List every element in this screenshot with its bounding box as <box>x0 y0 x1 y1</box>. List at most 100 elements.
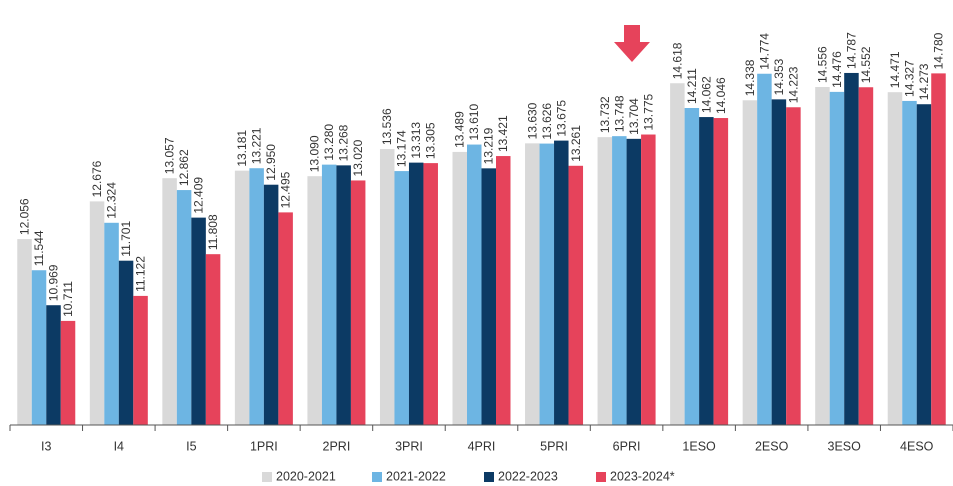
bar <box>249 168 264 425</box>
bar <box>104 222 119 425</box>
bar <box>612 136 627 425</box>
bar <box>350 180 366 425</box>
bar <box>713 118 729 425</box>
bar <box>46 305 61 425</box>
x-tick-label: 2PRI <box>323 439 351 453</box>
value-label: 13.305 <box>424 122 438 159</box>
bar <box>626 138 642 425</box>
value-label: 12.495 <box>279 171 293 208</box>
bar <box>321 164 337 425</box>
value-label: 13.732 <box>598 96 612 133</box>
bar <box>670 83 685 425</box>
bar <box>423 163 438 426</box>
x-tick-label: 4PRI <box>468 439 496 453</box>
bar <box>17 239 32 425</box>
value-label: 14.787 <box>844 32 858 69</box>
value-label: 10.711 <box>61 281 75 317</box>
value-label: 13.174 <box>395 130 409 167</box>
x-tick-label: 2ESO <box>755 439 789 453</box>
value-label: 13.704 <box>627 98 641 135</box>
value-label: 12.676 <box>90 160 104 197</box>
bar <box>684 107 700 425</box>
x-tick-label: I4 <box>114 439 124 453</box>
value-label: 13.421 <box>496 115 510 152</box>
x-tick-label: 1PRI <box>250 439 278 453</box>
value-label: 13.626 <box>540 103 554 140</box>
value-label: 13.630 <box>525 102 539 139</box>
value-label: 14.223 <box>786 66 800 103</box>
bar <box>887 92 903 425</box>
bar <box>481 168 496 425</box>
bar <box>699 117 714 425</box>
bar <box>379 149 395 425</box>
value-label: 13.020 <box>351 139 365 176</box>
value-label: 14.618 <box>670 42 684 79</box>
x-tick-label: 3ESO <box>828 439 862 453</box>
value-label: 14.353 <box>772 58 786 95</box>
bar <box>786 107 801 425</box>
legend-swatch <box>484 472 494 482</box>
value-label: 12.862 <box>177 149 191 186</box>
value-label: 14.062 <box>699 76 713 113</box>
highlight-arrow <box>614 25 650 62</box>
bar <box>916 104 932 425</box>
value-label: 11.544 <box>32 230 46 266</box>
value-label: 13.675 <box>554 100 568 137</box>
x-tick-label: 3PRI <box>395 439 423 453</box>
value-label: 13.610 <box>467 104 481 141</box>
bar <box>496 156 511 425</box>
x-tick-label: I5 <box>186 439 196 453</box>
bar <box>902 100 917 426</box>
value-label: 14.552 <box>859 46 873 83</box>
bar <box>931 73 946 425</box>
value-label: 13.181 <box>235 130 249 167</box>
bar <box>278 212 293 425</box>
bar <box>31 270 47 425</box>
legend-label: 2023-2024* <box>610 469 675 483</box>
value-label: 13.489 <box>453 111 467 148</box>
bar <box>118 260 134 425</box>
value-label: 14.556 <box>815 46 829 83</box>
value-label: 13.313 <box>409 122 423 159</box>
value-label: 13.775 <box>641 93 655 130</box>
bar <box>467 144 482 425</box>
value-label: 11.808 <box>206 214 220 250</box>
value-label: 13.057 <box>163 137 177 174</box>
bar <box>176 190 192 425</box>
value-label: 13.748 <box>612 95 626 132</box>
value-label: 12.409 <box>192 177 206 214</box>
bar <box>554 140 569 425</box>
value-label: 14.273 <box>917 63 931 100</box>
value-label: 12.324 <box>105 182 119 219</box>
value-label: 13.261 <box>569 125 583 162</box>
bar <box>408 162 424 425</box>
value-label: 11.122 <box>134 256 148 292</box>
bar <box>89 201 105 425</box>
bar <box>815 87 830 425</box>
bar <box>568 165 584 425</box>
value-label: 13.219 <box>482 127 496 164</box>
bar <box>597 137 613 426</box>
value-label: 13.280 <box>322 124 336 161</box>
bar <box>234 170 250 425</box>
bar <box>539 143 555 425</box>
x-tick-label: I3 <box>41 439 51 453</box>
bar <box>641 134 656 426</box>
value-label: 14.327 <box>902 60 916 97</box>
value-label: 14.774 <box>757 33 771 70</box>
x-tick-label: 6PRI <box>613 439 641 453</box>
bar <box>133 295 148 425</box>
bar <box>191 217 206 425</box>
value-label: 13.090 <box>308 135 322 172</box>
bar <box>525 143 540 425</box>
bar <box>829 91 845 426</box>
bar <box>844 72 859 426</box>
bar <box>307 176 322 425</box>
bar <box>60 320 76 425</box>
bar <box>263 184 279 425</box>
bar <box>771 99 787 426</box>
legend-swatch <box>372 472 382 482</box>
x-tick-label: 1ESO <box>682 439 716 453</box>
